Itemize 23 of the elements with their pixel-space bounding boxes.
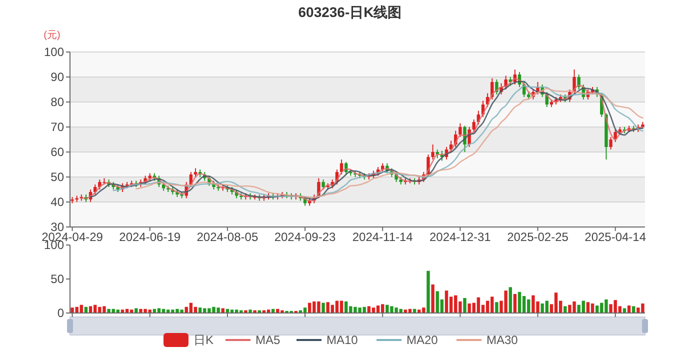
x-tick-label: 2024-09-23 [274, 230, 336, 244]
legend-label: MA30 [486, 333, 518, 348]
y-tick-label: 40 [50, 195, 64, 210]
x-tick-label: 2024-11-14 [352, 230, 414, 244]
y-tick-label: 60 [50, 145, 64, 160]
legend-label: 日K [194, 333, 214, 348]
y-tick-label: 90 [50, 70, 64, 84]
y-tick-label: 50 [50, 272, 64, 286]
legend-label: MA10 [326, 333, 358, 348]
y-tick-label: 50 [50, 170, 64, 184]
x-tick-label: 2024-12-31 [429, 230, 492, 244]
y-tick-label: 70 [50, 120, 64, 134]
y-tick-label: 80 [50, 95, 64, 110]
x-tick-label: 2024-06-19 [119, 230, 181, 244]
legend-label: MA5 [256, 333, 280, 348]
x-tick-label: 2024-08-05 [196, 230, 258, 244]
y-axis-title: (元) [44, 30, 60, 41]
y-tick-label: 0 [57, 306, 64, 320]
legend-label: MA20 [406, 333, 438, 348]
y-tick-label: 100 [44, 45, 64, 60]
chart-title: 603236-日K线图 [298, 4, 402, 20]
x-tick-label: 2025-04-14 [584, 230, 646, 244]
x-tick-label: 2025-02-25 [507, 230, 569, 244]
